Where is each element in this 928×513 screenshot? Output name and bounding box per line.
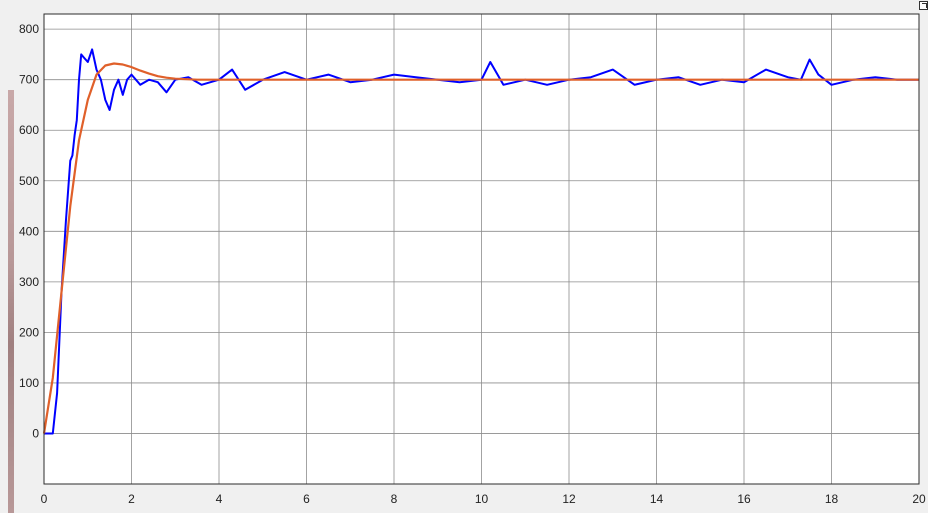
x-tick-labels: 0 2 4 6 8 10 12 14 16 18 20: [41, 492, 926, 506]
series-line-model: [42, 62, 919, 434]
y-tick-label: 0: [32, 426, 39, 440]
expand-icon[interactable]: [919, 1, 928, 10]
x-tick-label: 2: [128, 492, 135, 506]
y-tick-label: 300: [19, 275, 39, 289]
x-tick-label: 12: [562, 492, 576, 506]
y-tick-label: 400: [19, 224, 39, 238]
x-tick-label: 8: [391, 492, 398, 506]
y-tick-label: 600: [19, 123, 39, 137]
y-tick-label: 100: [19, 376, 39, 390]
axes-box: [43, 13, 920, 485]
x-tick-label: 20: [912, 492, 926, 506]
y-tick-label: 800: [19, 22, 39, 36]
series-layer: [42, 48, 919, 435]
x-tick-label: 10: [475, 492, 489, 506]
window-edge-strip: [8, 90, 14, 513]
x-tick-label: 0: [41, 492, 48, 506]
x-tick-label: 16: [737, 492, 751, 506]
y-tick-label: 700: [19, 73, 39, 87]
x-tick-label: 18: [825, 492, 839, 506]
y-tick-labels: 0 100 200 300 400 500 600 700 800: [19, 22, 39, 440]
y-tick-label: 500: [19, 174, 39, 188]
x-tick-label: 4: [216, 492, 223, 506]
x-tick-label: 6: [303, 492, 310, 506]
y-tick-label: 200: [19, 325, 39, 339]
x-tick-label: 14: [650, 492, 664, 506]
